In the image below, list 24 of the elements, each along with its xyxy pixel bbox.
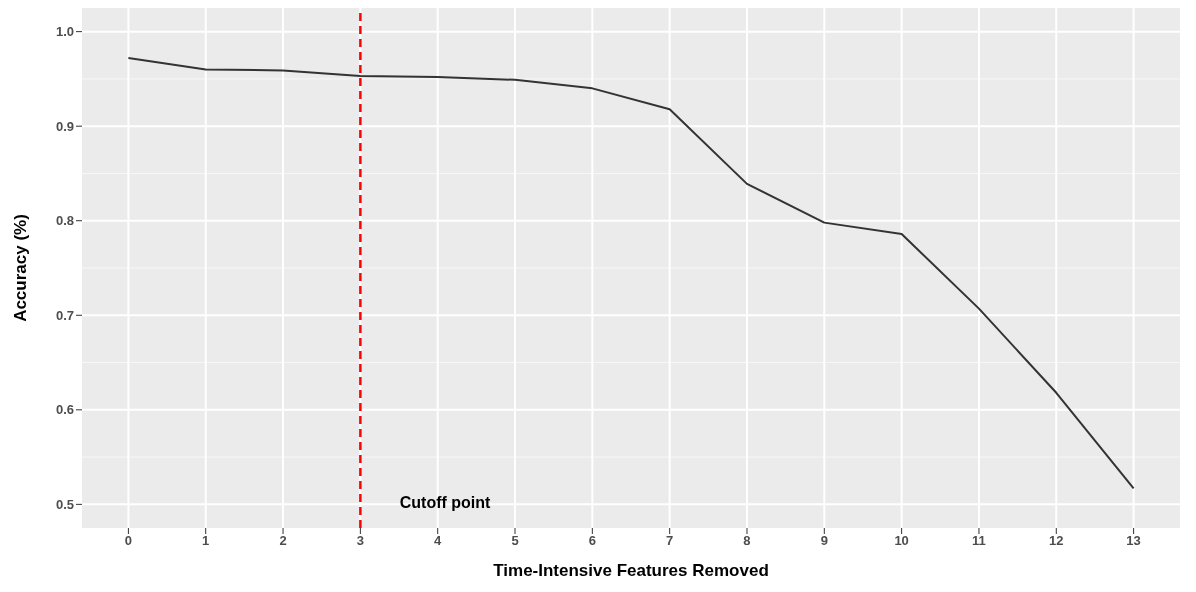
y-tick-label: 0.5	[55, 496, 74, 512]
x-tick-label: 1	[202, 533, 210, 549]
y-tick-label: 0.7	[55, 307, 74, 323]
y-tick-label: 0.6	[55, 402, 74, 418]
x-tick-label: 4	[434, 533, 443, 549]
y-tick-label: 0.8	[55, 213, 74, 229]
x-tick-label: 8	[743, 533, 751, 549]
x-tick-label: 7	[666, 533, 674, 549]
y-axis-title: Accuracy (%)	[11, 214, 31, 322]
x-tick-label: 12	[1049, 533, 1064, 549]
ref-line-label: Cutoff point	[399, 494, 492, 511]
x-tick-label: 0	[124, 533, 133, 549]
y-tick-label: 1.0	[55, 24, 74, 40]
line-series	[127, 57, 1135, 490]
y-tick-label: 0.9	[55, 118, 74, 134]
x-tick-label: 6	[588, 533, 596, 549]
x-tick-label: 9	[820, 533, 828, 549]
x-tick-label: 13	[1126, 533, 1141, 549]
x-tick-label: 5	[511, 533, 519, 549]
x-axis-title: Time-Intensive Features Removed	[493, 561, 769, 580]
x-tick-label: 10	[894, 533, 909, 549]
x-tick-label: 2	[279, 533, 287, 549]
x-tick-label: 3	[356, 533, 364, 549]
x-tick-label: 11	[972, 533, 986, 549]
